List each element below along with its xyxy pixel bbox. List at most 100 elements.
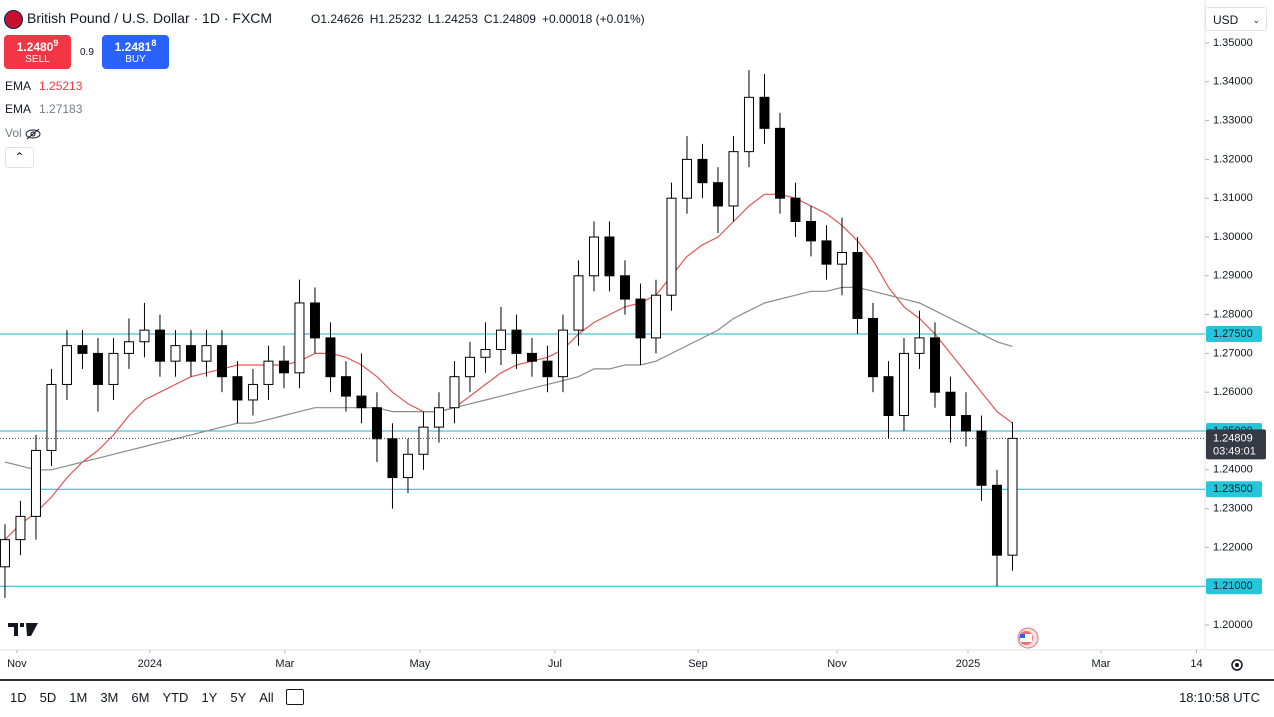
last-price-label: 1.24809 (1213, 432, 1253, 444)
candle-body (960, 414, 971, 432)
symbol-icon (4, 10, 23, 29)
candle-body (867, 317, 878, 378)
candle-body (991, 484, 1002, 556)
candle-body (852, 252, 863, 319)
countdown: 03:49:01 (1213, 445, 1256, 457)
x-tick-label: May (410, 658, 431, 670)
y-tick-label: 1.35000 (1213, 37, 1253, 49)
last-price-box (1206, 429, 1266, 460)
collapse-button[interactable]: ⌃ (5, 147, 34, 168)
range-button[interactable]: 1D (10, 690, 27, 705)
candle-body (573, 275, 584, 331)
event-flag[interactable] (1017, 627, 1039, 649)
candle-body (139, 329, 150, 343)
volume-label[interactable]: Vol (5, 126, 41, 140)
candle-body (557, 329, 568, 378)
x-tick-label: 2024 (138, 658, 162, 670)
spread: 0.9 (80, 47, 94, 58)
sell-label: SELL (25, 54, 50, 65)
range-button[interactable]: All (259, 690, 274, 705)
candle-body (495, 329, 506, 351)
candle-body (201, 345, 212, 362)
candle-body (0, 539, 10, 568)
candle-body (821, 240, 832, 265)
y-tick-label: 1.22000 (1213, 541, 1253, 553)
candle-body (263, 360, 274, 385)
symbol-title: British Pound / U.S. Dollar · 1D · FXCM (27, 10, 273, 26)
candle-body (464, 356, 475, 378)
candle-body (914, 337, 925, 354)
candle-body (743, 96, 754, 153)
candle-body (728, 151, 739, 207)
chart: 1.35000 1.34000 1.33000 1.32000 1.31000 1.300… (0, 0, 1274, 671)
level-label-box (1206, 326, 1262, 343)
candle-body (511, 329, 522, 354)
y-tick-label: 1.32000 (1213, 153, 1253, 165)
x-tick-label: 14 (1190, 658, 1202, 670)
sell-button[interactable]: 1.24809 SELL (4, 35, 71, 69)
y-tick-label: 1.34000 (1213, 76, 1253, 88)
y-tick-label: 1.30000 (1213, 231, 1253, 243)
hidden-icon (25, 128, 41, 140)
y-tick-label: 1.26000 (1213, 386, 1253, 398)
indicator-name: EMA (5, 79, 32, 93)
y-tick-label: 1.33000 (1213, 115, 1253, 127)
candle-body (185, 345, 196, 362)
ohlc-label: L (427, 12, 435, 26)
range-button[interactable]: 5D (39, 690, 57, 705)
candle-body (15, 515, 26, 541)
candle-body (433, 407, 444, 428)
y-tick-label: 1.31000 (1213, 192, 1253, 204)
candle-body (309, 302, 320, 339)
level-label: 1.21000 (1213, 580, 1253, 592)
change: +0.00018 (+0.01%) (541, 12, 645, 26)
buy-price: 1.2481 (114, 40, 152, 54)
range-button[interactable]: 1M (69, 690, 88, 705)
candle-body (542, 360, 553, 378)
candle-body (526, 352, 537, 362)
candle-body (480, 349, 491, 358)
settings-icon[interactable] (1231, 659, 1243, 671)
y-tick-label: 1.23000 (1213, 503, 1253, 515)
range-button[interactable]: 6M (131, 690, 150, 705)
candle-body (170, 345, 181, 362)
candle-body (247, 383, 258, 401)
x-tick-label: Mar (1092, 658, 1111, 670)
candle-body (30, 449, 41, 517)
ohlc-value: 1.24253 (434, 12, 478, 26)
sell-pip: 9 (53, 38, 59, 48)
candle-body (402, 453, 413, 479)
y-tick-label: 1.28000 (1213, 309, 1253, 321)
level-label: 1.23500 (1213, 483, 1253, 495)
range-button[interactable]: 1Y (201, 690, 218, 705)
range-button[interactable]: YTD (162, 690, 189, 705)
range-button[interactable]: 5Y (230, 690, 247, 705)
date-range-icon[interactable] (286, 689, 304, 705)
candle-body (92, 352, 103, 385)
candle-body (650, 294, 661, 339)
ohlc-value: 1.24626 (320, 12, 364, 26)
candle-body (604, 236, 615, 277)
buy-pip: 8 (151, 38, 157, 48)
y-tick-label: 1.27000 (1213, 347, 1253, 359)
level-label-box (1206, 481, 1262, 498)
volume-text: Vol (5, 126, 22, 140)
indicator-value: 1.27183 (39, 102, 83, 116)
candle-body (898, 352, 909, 416)
range-button[interactable]: 3M (100, 690, 119, 705)
buy-button[interactable]: 1.24818 BUY (102, 35, 169, 69)
currency-select[interactable]: USD ⌄ (1205, 7, 1267, 31)
ema-line (4, 286, 1013, 471)
candle-body (976, 430, 987, 486)
ohlc-value: 1.24809 (492, 12, 536, 26)
candle-body (123, 341, 134, 354)
candle-body (1007, 437, 1018, 556)
candle-body (759, 96, 770, 129)
indicator-name: EMA (5, 102, 32, 116)
buy-label: BUY (125, 54, 146, 65)
ohlc-label: H (369, 12, 379, 26)
y-tick-label: 1.29000 (1213, 270, 1253, 282)
x-tick-label: Jul (548, 658, 562, 670)
x-tick-label: 2025 (956, 658, 980, 670)
